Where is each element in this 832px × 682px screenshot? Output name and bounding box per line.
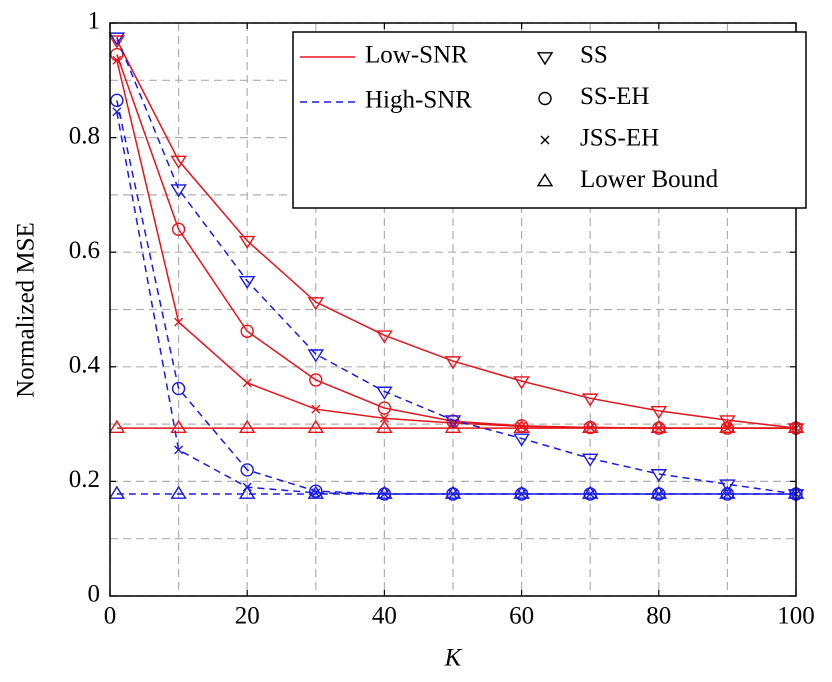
marker xyxy=(108,419,126,434)
marker xyxy=(242,482,252,492)
marker xyxy=(444,356,462,370)
x-axis-label: K xyxy=(444,645,463,672)
marker xyxy=(513,433,530,447)
marker xyxy=(376,419,393,434)
marker xyxy=(444,415,462,429)
marker xyxy=(170,184,187,198)
legend-label: Low-SNR xyxy=(365,42,468,69)
marker xyxy=(581,453,599,467)
marker xyxy=(379,413,389,423)
marker xyxy=(240,463,254,477)
marker xyxy=(311,404,321,414)
marker xyxy=(377,401,392,415)
marker xyxy=(581,485,599,499)
x-tick-label: 100 xyxy=(777,603,815,630)
marker xyxy=(719,415,736,429)
x-tick-label: 80 xyxy=(646,603,671,630)
marker xyxy=(581,393,599,407)
marker xyxy=(650,485,668,499)
marker xyxy=(652,487,666,501)
marker xyxy=(238,419,256,434)
legend: Low-SNR High-SNR SS SS-EH JSS-EH Lower Bound xyxy=(292,31,807,209)
marker xyxy=(719,485,736,499)
marker xyxy=(650,469,668,483)
marker xyxy=(171,381,186,396)
series-line xyxy=(116,39,797,429)
legend-label: Lower Bound xyxy=(580,166,719,193)
legend-label: SS xyxy=(580,42,608,69)
marker xyxy=(110,93,124,108)
marker xyxy=(174,317,184,327)
marker xyxy=(585,489,595,499)
x-tick-label: 20 xyxy=(235,603,260,630)
legend-marker xyxy=(538,91,552,106)
marker xyxy=(654,423,664,433)
marker xyxy=(309,373,323,387)
marker xyxy=(242,378,252,388)
marker xyxy=(722,489,732,499)
y-tick-label: 0.4 xyxy=(69,352,101,379)
y-tick-label: 0.8 xyxy=(69,122,100,149)
marker xyxy=(517,489,527,499)
legend-marker xyxy=(536,173,554,187)
plot-frame xyxy=(109,22,797,597)
marker xyxy=(720,487,735,501)
marker xyxy=(170,419,187,434)
x-tick-label: 60 xyxy=(509,603,534,630)
marker xyxy=(376,485,393,499)
marker xyxy=(112,107,122,117)
marker xyxy=(238,485,256,499)
marker xyxy=(650,406,668,420)
marker xyxy=(719,419,736,434)
x-tick-label: 40 xyxy=(372,603,397,630)
marker xyxy=(379,489,389,499)
marker xyxy=(513,485,530,499)
marker xyxy=(446,487,460,501)
marker xyxy=(517,421,527,431)
marker xyxy=(448,489,458,499)
y-tick-label: 0.2 xyxy=(69,466,100,493)
marker xyxy=(654,489,664,499)
y-tick-label: 1 xyxy=(88,8,101,35)
legend-marker xyxy=(540,135,550,145)
marker xyxy=(513,376,530,390)
legend-label: JSS-EH xyxy=(580,125,659,152)
marker xyxy=(585,423,595,433)
marker xyxy=(722,423,732,433)
marker xyxy=(444,485,462,499)
marker xyxy=(238,275,256,290)
marker xyxy=(174,445,184,455)
marker xyxy=(108,485,126,499)
legend-label: SS-EH xyxy=(580,83,649,110)
marker xyxy=(171,222,186,236)
y-tick-label: 0 xyxy=(88,581,101,608)
marker xyxy=(108,32,126,46)
series-line xyxy=(116,37,797,495)
marker xyxy=(170,155,187,169)
legend-marker xyxy=(536,52,554,66)
marker xyxy=(307,349,325,363)
marker xyxy=(376,386,393,400)
marker xyxy=(309,484,323,498)
y-axis-label: Normalized MSE xyxy=(13,222,40,398)
x-tick-label: 0 xyxy=(104,603,117,630)
marker xyxy=(170,485,187,499)
y-tick-label: 0.6 xyxy=(69,237,100,264)
marker xyxy=(650,419,668,434)
marker xyxy=(112,55,122,65)
marker xyxy=(719,479,736,493)
marker xyxy=(240,324,254,338)
marker xyxy=(307,419,325,434)
legend-box xyxy=(292,31,807,209)
marker xyxy=(238,235,256,250)
series-line xyxy=(116,100,796,495)
marker xyxy=(108,35,126,49)
marker xyxy=(307,297,325,311)
marker xyxy=(376,330,393,344)
legend-label: High-SNR xyxy=(365,87,472,114)
marker xyxy=(311,488,321,498)
